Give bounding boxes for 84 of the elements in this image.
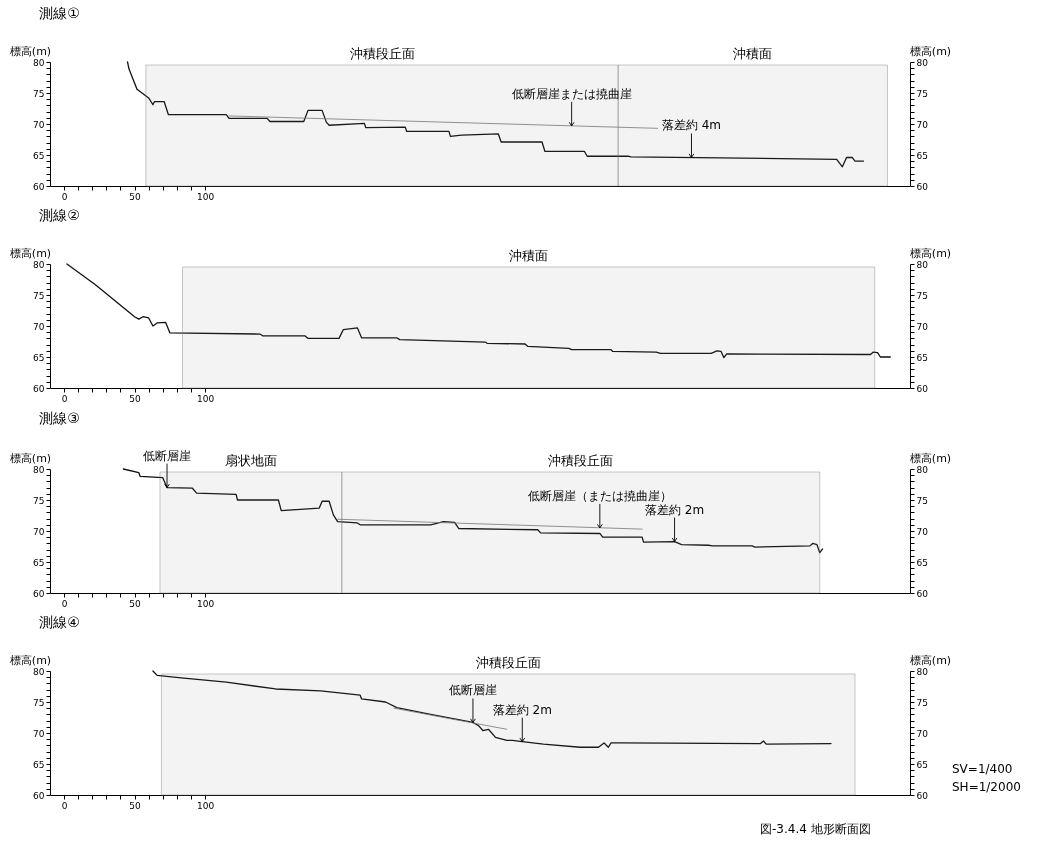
annotation: 落差約 2m bbox=[644, 502, 705, 517]
y2-axis-title: 標高(m) bbox=[909, 246, 952, 260]
band-label: 沖積段丘面 bbox=[349, 46, 415, 61]
annotation: 落差約 2m bbox=[492, 702, 552, 717]
x-tick-label: 50 bbox=[129, 393, 142, 404]
y2-tick-label: 75 bbox=[916, 697, 928, 708]
y2-tick-label: 70 bbox=[916, 728, 929, 739]
x-tick-label: 0 bbox=[61, 598, 68, 609]
y2-tick-label: 80 bbox=[916, 57, 929, 68]
x-tick-label: 0 bbox=[61, 393, 68, 404]
line-series bbox=[66, 263, 891, 359]
y-tick-label: 60 bbox=[33, 181, 45, 192]
y2-axis-title: 標高(m) bbox=[909, 44, 952, 58]
y-tick-label: 65 bbox=[33, 150, 45, 161]
y-tick-label: 70 bbox=[33, 728, 45, 739]
y-tick-label: 70 bbox=[33, 321, 45, 332]
annotation: 低断層崖 bbox=[143, 448, 192, 463]
annotation: 低断層崖（または撓曲崖） bbox=[527, 488, 672, 503]
chart-title: 測線① bbox=[39, 5, 80, 21]
y2-tick-label: 60 bbox=[916, 588, 929, 599]
y-tick-label: 80 bbox=[33, 259, 45, 270]
y2-tick-label: 70 bbox=[916, 526, 929, 537]
text: 図-3.4.4 地形断面図 bbox=[760, 822, 871, 836]
line-series bbox=[122, 468, 824, 554]
x-tick-label: 50 bbox=[129, 191, 142, 202]
text: SH=1/2000 bbox=[952, 780, 1021, 794]
y-tick-label: 80 bbox=[33, 464, 45, 475]
y-axis-title: 標高(m) bbox=[9, 44, 52, 58]
y2-tick-label: 60 bbox=[916, 383, 929, 394]
band-label: 沖積段丘面 bbox=[548, 453, 614, 468]
y-tick-label: 75 bbox=[33, 88, 45, 99]
line-series bbox=[126, 61, 865, 168]
annotation: 低断層崖 bbox=[448, 683, 497, 698]
x-tick-label: 100 bbox=[196, 191, 215, 202]
y-tick-label: 80 bbox=[33, 57, 45, 68]
y-tick-label: 75 bbox=[33, 495, 45, 506]
y2-tick-label: 80 bbox=[916, 464, 929, 475]
y-tick-label: 65 bbox=[33, 557, 45, 568]
y2-tick-label: 60 bbox=[916, 181, 929, 192]
y-tick-label: 65 bbox=[33, 759, 45, 770]
line-series bbox=[152, 670, 832, 748]
y2-tick-label: 80 bbox=[916, 259, 929, 270]
band-label: 沖積面 bbox=[509, 248, 549, 263]
annotation: 落差約 4m bbox=[661, 118, 722, 133]
y2-tick-label: 75 bbox=[916, 495, 928, 506]
y2-tick-label: 65 bbox=[916, 150, 928, 161]
x-tick-label: 100 bbox=[196, 598, 215, 609]
y-tick-label: 60 bbox=[33, 790, 45, 801]
x-tick-label: 0 bbox=[61, 800, 68, 811]
y-tick-label: 75 bbox=[33, 290, 45, 301]
y2-tick-label: 65 bbox=[916, 759, 928, 770]
x-tick-label: 100 bbox=[196, 800, 215, 811]
band-label: 扇状地面 bbox=[224, 453, 277, 468]
y-tick-label: 70 bbox=[33, 119, 45, 130]
y-tick-label: 65 bbox=[33, 352, 45, 363]
y-axis-title: 標高(m) bbox=[9, 451, 52, 465]
y-axis-title: 標高(m) bbox=[9, 653, 52, 667]
band-label: 沖積段丘面 bbox=[475, 655, 541, 670]
y2-tick-label: 65 bbox=[916, 557, 928, 568]
y2-tick-label: 75 bbox=[916, 88, 928, 99]
y2-tick-label: 80 bbox=[916, 666, 929, 677]
annotation: 低断層崖または撓曲崖 bbox=[511, 86, 632, 101]
text: SV=1/400 bbox=[952, 762, 1013, 776]
y2-tick-label: 75 bbox=[916, 290, 928, 301]
y2-axis-title: 標高(m) bbox=[909, 653, 952, 667]
band-label: 沖積面 bbox=[733, 46, 773, 61]
y2-tick-label: 60 bbox=[916, 790, 929, 801]
y2-axis-title: 標高(m) bbox=[909, 451, 952, 465]
y2-tick-label: 65 bbox=[916, 352, 928, 363]
y-tick-label: 70 bbox=[33, 526, 45, 537]
chart-title: 測線③ bbox=[39, 409, 80, 426]
x-tick-label: 0 bbox=[61, 191, 68, 202]
y-tick-label: 60 bbox=[33, 588, 45, 599]
y-tick-label: 75 bbox=[33, 697, 45, 708]
y-tick-label: 80 bbox=[33, 666, 45, 677]
chart-title: 測線② bbox=[39, 207, 80, 223]
y2-tick-label: 70 bbox=[916, 321, 929, 332]
x-tick-label: 100 bbox=[196, 393, 215, 404]
y2-tick-label: 70 bbox=[916, 119, 929, 130]
x-tick-label: 50 bbox=[129, 800, 142, 811]
x-tick-label: 50 bbox=[129, 598, 142, 609]
chart-title: 測線④ bbox=[39, 614, 80, 630]
y-axis-title: 標高(m) bbox=[9, 246, 52, 260]
y-tick-label: 60 bbox=[33, 383, 45, 394]
